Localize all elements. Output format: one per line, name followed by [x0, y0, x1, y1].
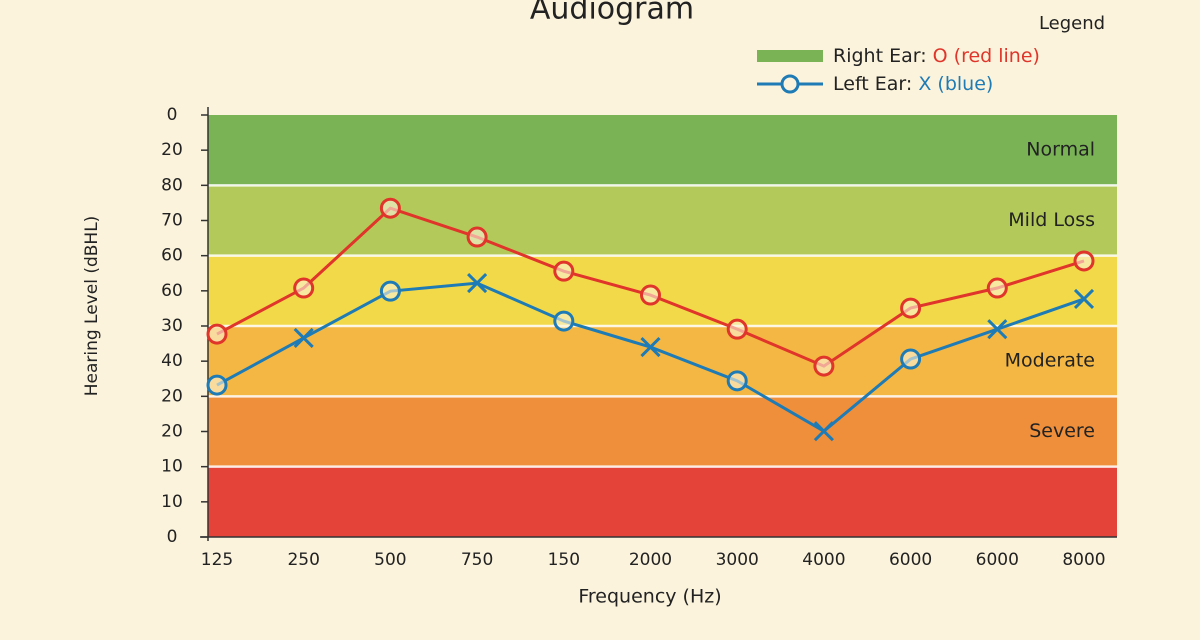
x-tick-label: 250 — [287, 550, 319, 570]
y-tick-label: 80 — [161, 175, 183, 195]
legend-swatch-marker — [780, 74, 800, 94]
x-tick-label: 3000 — [716, 550, 759, 570]
legend-detail: O (red line) — [933, 45, 1040, 67]
marker-o — [206, 374, 228, 396]
y-tick-label: 60 — [161, 281, 183, 301]
legend-detail: X (blue) — [918, 73, 993, 95]
band-label: Normal — [1026, 139, 1095, 161]
y-tick-label: 30 — [161, 316, 183, 336]
marker-o — [813, 355, 835, 377]
x-tick-label: 8000 — [1062, 550, 1105, 570]
marker-x-stroke — [467, 273, 488, 294]
x-tick-label: 6000 — [889, 550, 932, 570]
band — [208, 466, 1117, 537]
x-tick-label: 4000 — [802, 550, 845, 570]
legend-label: Left Ear: X (blue) — [833, 73, 993, 95]
band — [208, 115, 1117, 186]
y-axis-label: Hearing Level (dBHL) — [82, 216, 102, 397]
band-label: Moderate — [1005, 350, 1095, 372]
marker-o — [726, 370, 748, 392]
marker-o — [986, 277, 1008, 299]
marker-x — [467, 273, 488, 294]
marker-x-stroke — [293, 327, 314, 349]
marker-x — [1073, 288, 1095, 309]
marker-o — [379, 197, 401, 219]
marker-o — [640, 284, 661, 306]
x-tick-label: 500 — [374, 550, 406, 570]
marker-o — [1073, 250, 1095, 272]
x-tick-label: 6000 — [976, 550, 1019, 570]
legend-name: Right Ear: — [833, 45, 927, 67]
y-tick-label: 20 — [161, 140, 183, 160]
marker-o — [379, 280, 401, 302]
marker-o — [553, 310, 575, 332]
y-tick-label: 0 — [167, 105, 178, 125]
marker-x — [813, 421, 834, 442]
chart-title: Audiogram — [530, 0, 694, 27]
y-tick-label: 70 — [161, 211, 183, 231]
marker-x-stroke — [987, 319, 1008, 340]
marker-x-stroke — [813, 421, 834, 442]
band-label: Severe — [1029, 420, 1095, 442]
y-tick-label: 10 — [161, 492, 183, 512]
y-tick-label: 0 — [167, 527, 178, 547]
marker-x-stroke — [1073, 288, 1095, 309]
band — [208, 255, 1117, 326]
marker-x — [987, 319, 1008, 340]
y-tick-label: 60 — [161, 246, 183, 266]
marker-o — [900, 297, 922, 319]
marker-o — [553, 260, 575, 282]
band — [208, 326, 1117, 397]
legend-label: Right Ear: O (red line) — [833, 45, 1040, 67]
y-tick-label: 40 — [161, 351, 183, 371]
y-tick-label: 10 — [161, 457, 183, 477]
x-tick-label: 125 — [201, 550, 233, 570]
y-tick-label: 20 — [161, 386, 183, 406]
band-label: Mild Loss — [1008, 209, 1095, 231]
marker-x-stroke — [640, 337, 661, 358]
x-tick-label: 2000 — [629, 550, 672, 570]
marker-o — [293, 277, 315, 299]
marker-o — [900, 348, 922, 370]
legend-title: Legend — [1039, 13, 1105, 34]
marker-x — [640, 337, 661, 358]
band — [208, 396, 1117, 467]
marker-o — [206, 323, 228, 345]
marker-x — [293, 327, 314, 349]
legend-swatch — [757, 50, 823, 62]
band — [208, 185, 1117, 256]
x-axis-label: Frequency (Hz) — [578, 586, 721, 608]
marker-o — [726, 318, 748, 340]
x-tick-label: 150 — [548, 550, 580, 570]
x-tick-label: 750 — [461, 550, 493, 570]
legend-name: Left Ear: — [833, 73, 912, 95]
marker-o — [466, 226, 488, 248]
y-tick-label: 20 — [161, 422, 183, 442]
